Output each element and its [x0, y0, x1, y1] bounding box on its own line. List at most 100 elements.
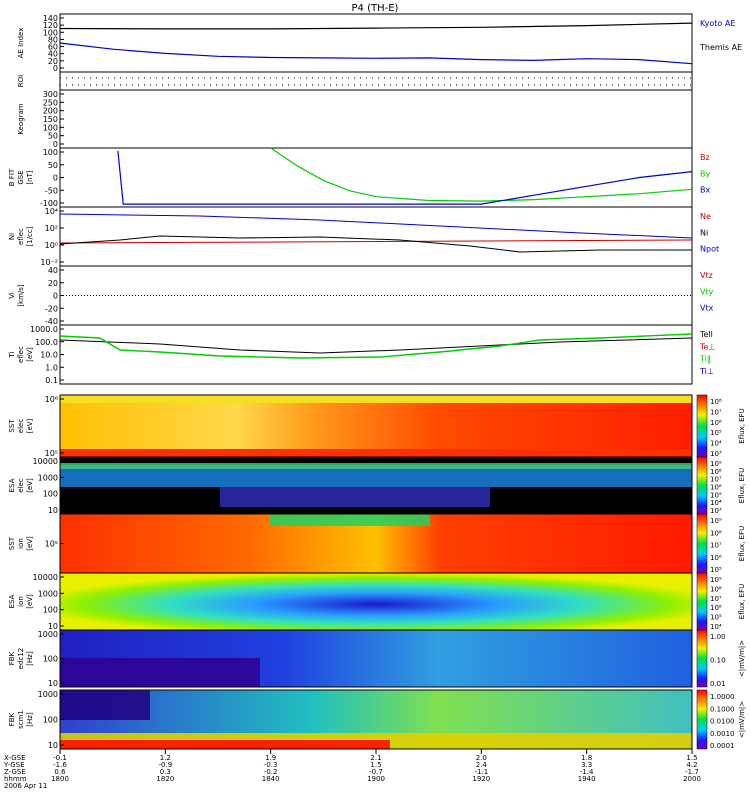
colorbar-tick-cb_sst_e: 10⁴ [710, 440, 722, 448]
y-axis-label-bfit: GSE [17, 170, 25, 184]
y-tick-label-ti: 10.0 [40, 351, 58, 360]
x-tick-label-z: 0.6 [54, 768, 66, 776]
legend-bfit: Bx [700, 186, 710, 195]
fbk-edc12-dark-patch [60, 658, 260, 687]
legend-ni: Ne [700, 212, 711, 221]
colorbar-tick-cb_esa_i: 10⁵ [710, 614, 722, 622]
colorbar-tick-cb_sst_i: 10⁸ [710, 529, 722, 537]
legend-ti: Te⊥ [699, 342, 715, 351]
x-tick-label-y: 3.3 [581, 761, 592, 769]
date-label: 2006 Apr 11 [4, 782, 47, 790]
colorbar-label-cb_fbk1: <|mV/m|> [738, 640, 746, 677]
colorbar-tick-cb_fbk2: 0.0010 [710, 730, 735, 738]
x-tick-label-t: 1800 [51, 775, 69, 783]
y-axis-label-ti: [eV] [26, 347, 34, 362]
y-axis-label-esa_i: [eV] [26, 594, 34, 609]
colorbar-tick-cb_fbk2: 0.0100 [710, 718, 735, 726]
y-axis-label-sst_e: [eV] [26, 418, 34, 433]
y-axis-label-esa_e: elec [17, 478, 25, 493]
colorbar-tick-cb_sst_i: 10⁶ [710, 554, 722, 562]
colorbar-tick-cb_fbk2: 0.0001 [710, 742, 735, 750]
x-tick-label-z: -1.4 [580, 768, 594, 776]
x-tick-label-z: -1.7 [685, 768, 699, 776]
y-axis-label-sst_e: SST [8, 419, 16, 433]
legend-ti: Ti⊥ [699, 367, 714, 376]
y-axis-label-ni: Ni [8, 233, 16, 240]
legend-vi: Vtz [700, 271, 713, 280]
y-tick-label-keogram: 0 [53, 140, 58, 149]
colorbar-tick-cb_esa_i: 10⁹ [710, 576, 722, 584]
colorbar-tick-cb_esa_i: 10⁶ [710, 604, 722, 612]
y-tick-label-ti: 1000.0 [30, 325, 58, 334]
y-tick-label-vi: -20 [45, 304, 58, 313]
x-tick-label-y: 4.2 [686, 761, 697, 769]
colorbar-label-cb_fbk2: <|mV/m|> [738, 701, 746, 738]
colorbar-cb_sst_e [696, 394, 708, 458]
y-axis-label-esa_e: [eV] [26, 478, 34, 493]
y-axis-label-sst_i: [eV] [26, 536, 34, 551]
series-npot [59, 213, 693, 239]
x-tick-label-y: 2.4 [476, 761, 488, 769]
fbk-scm1-red-band [60, 740, 390, 749]
sst-electron-bottom-band [60, 449, 692, 457]
y-tick-label-fbk2: 10 [48, 741, 58, 750]
y-axis-label-vi: Vi [8, 292, 16, 299]
x-tick-label-z: -0.7 [369, 768, 383, 776]
series-tell [59, 337, 693, 354]
x-tick-label-z: -1.1 [474, 768, 488, 776]
colorbar-tick-cb_fbk2: 0.1000 [710, 705, 735, 713]
series-ne [59, 239, 693, 244]
y-axis-label-esa_e: ESA [8, 478, 16, 492]
x-tick-label-t: 1940 [578, 775, 596, 783]
y-tick-label-ae: 120 [43, 21, 58, 30]
y-axis-label-ni: eflec [17, 228, 25, 245]
y-tick-label-sst_e: 10⁵ [45, 449, 58, 458]
x-tick-label-x: 2.1 [370, 754, 381, 762]
y-tick-label-esa_i: 100 [43, 606, 58, 615]
y-axis-label-fbk2: FBK [8, 712, 16, 726]
colorbar-tick-cb_esa_e: 10⁹ [710, 460, 722, 468]
y-tick-label-ni: 10⁴ [45, 207, 58, 216]
y-tick-label-fbk2: 100 [43, 716, 58, 725]
colorbar-cb_esa_i [696, 572, 708, 631]
y-tick-label-keogram: 200 [43, 107, 58, 116]
colorbar-tick-cb_sst_e: 10⁷ [710, 408, 722, 416]
y-tick-label-ae: 100 [43, 28, 58, 37]
colorbar-tick-cb_fbk1: 0.01 [710, 680, 726, 688]
legend-ni: Npot [700, 245, 719, 254]
y-tick-label-bfit: -50 [45, 186, 58, 195]
colorbar-tick-cb_sst_i: 10⁵ [710, 566, 722, 574]
legend-ae: Kyoto AE [700, 19, 735, 28]
panel-frame-bfit [59, 147, 693, 208]
colorbar-tick-cb_fbk2: 1.0000 [710, 693, 735, 701]
colorbar-tick-cb_sst_e: 10⁵ [710, 429, 722, 437]
x-tick-label-t: 1840 [262, 775, 280, 783]
colorbar-tick-cb_esa_e: 10⁶ [710, 484, 722, 492]
x-tick-label-y: -0.9 [158, 761, 172, 769]
panel-frame-keogram [59, 89, 693, 149]
x-tick-label-y: 1.5 [370, 761, 381, 769]
legend-bfit: Bz [700, 153, 710, 162]
colorbar-label-cb_esa_i: Eflux, EFU [738, 584, 746, 619]
y-tick-label-keogram: 300 [43, 90, 58, 99]
y-tick-label-ti: 100.0 [35, 338, 58, 347]
legend-ti: Tell [699, 330, 713, 339]
colorbar-tick-cb_fbk1: 0.10 [710, 657, 726, 665]
y-tick-label-ni: 10⁰ [45, 241, 58, 250]
colorbar-cb_sst_i [696, 513, 708, 574]
y-tick-label-bfit: -100 [40, 199, 58, 208]
sst-electron-top-band [60, 395, 692, 403]
y-tick-label-ae: 140 [43, 14, 58, 23]
panel-frame-roi [59, 71, 693, 91]
y-tick-label-ti: 1.0 [45, 363, 58, 372]
y-tick-label-vi: -40 [45, 317, 58, 326]
x-tick-label-y: -0.3 [264, 761, 278, 769]
y-tick-label-bfit: 0 [53, 174, 58, 183]
y-axis-label-ni: [1/cc] [26, 226, 34, 246]
y-tick-label-esa_i: 1000 [38, 589, 58, 598]
series-bx [117, 150, 693, 205]
y-tick-label-vi: 0 [53, 292, 58, 301]
